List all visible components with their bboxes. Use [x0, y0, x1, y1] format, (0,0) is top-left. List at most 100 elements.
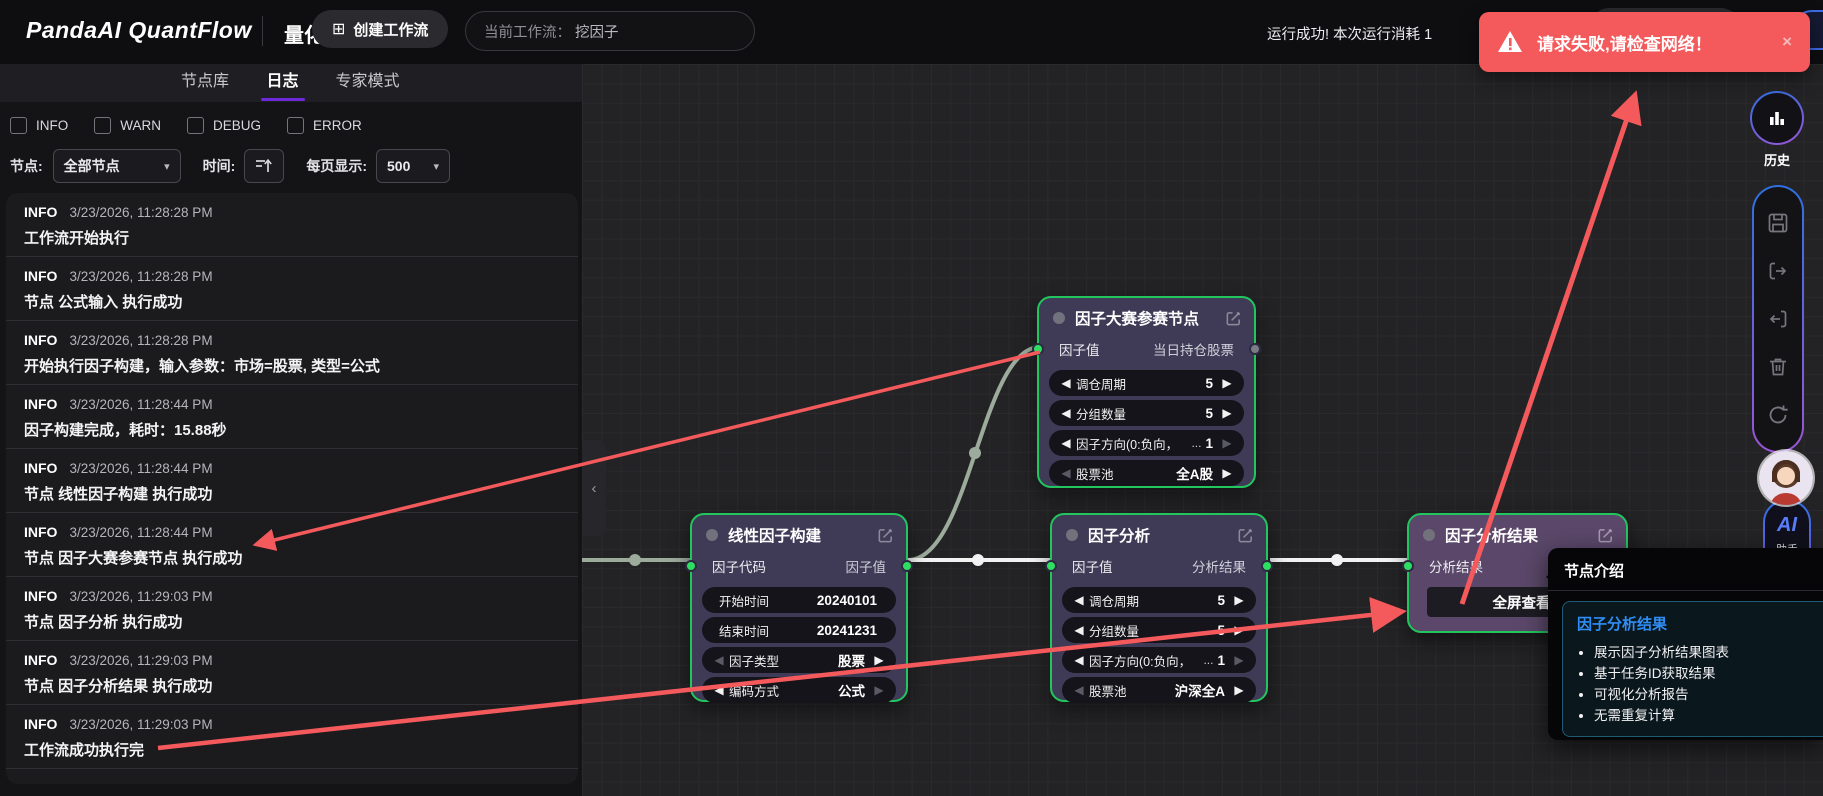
avatar[interactable] [1759, 451, 1813, 505]
import-icon[interactable] [1766, 307, 1790, 331]
time-sort-button[interactable] [244, 149, 285, 183]
tab-node-library[interactable]: 节点库 [180, 73, 229, 90]
param-rebalance-period[interactable]: ◀ 调仓周期 5 ▶ [1049, 370, 1244, 396]
param-factor-type[interactable]: ◀ 因子类型 股票 ▶ [702, 647, 896, 673]
close-icon[interactable]: × [1782, 32, 1792, 51]
param-label: 因子方向(0:负向， [1089, 654, 1192, 669]
arrow-left-icon[interactable]: ◀ [1061, 376, 1071, 390]
tab-bar: 节点库 日志 专家模式 [0, 64, 582, 102]
output-port[interactable] [901, 560, 913, 572]
param-stock-pool[interactable]: ◀ 股票池 全A股 ▶ [1049, 460, 1244, 486]
param-value: 5 [1205, 405, 1213, 421]
node-title: 线性因子构建 [728, 528, 822, 545]
current-workflow-input[interactable]: 当前工作流： 挖因子 [465, 11, 755, 51]
node-filter-label: 节点: [10, 158, 43, 174]
arrow-left-icon[interactable]: ◀ [714, 683, 724, 697]
checkbox-warn[interactable] [94, 116, 112, 134]
arrow-right-icon[interactable]: ▶ [1234, 683, 1244, 697]
edit-icon[interactable] [1237, 527, 1254, 544]
current-workflow-value: 挖因子 [575, 24, 619, 41]
delete-icon[interactable] [1766, 355, 1790, 379]
param-group-count[interactable]: ◀ 分组数量 5 ▶ [1049, 400, 1244, 426]
param-encode-mode[interactable]: ◀ 编码方式 公式 ▶ [702, 677, 896, 703]
tab-logs[interactable]: 日志 [255, 64, 310, 102]
arrow-right-icon[interactable]: ▶ [1222, 436, 1232, 450]
node-filter-select[interactable]: 全部节点 ▾ [52, 149, 181, 183]
edit-icon[interactable] [877, 527, 894, 544]
output-port[interactable] [1261, 560, 1273, 572]
output-port[interactable] [1249, 343, 1261, 355]
arrow-right-icon[interactable]: ▶ [1222, 466, 1232, 480]
filter-debug[interactable]: DEBUG [187, 116, 261, 134]
tooltip-bullet: 展示因子分析结果图表 [1594, 642, 1809, 663]
input-port[interactable] [1402, 560, 1414, 572]
export-icon[interactable] [1766, 259, 1790, 283]
arrow-left-icon[interactable]: ◀ [1074, 653, 1084, 667]
arrow-right-icon[interactable]: ▶ [1234, 623, 1244, 637]
filter-warn[interactable]: WARN [94, 116, 161, 134]
arrow-left-icon[interactable]: ◀ [1074, 623, 1084, 637]
page-size-select[interactable]: 500 ▾ [376, 149, 451, 183]
node-factor-analysis[interactable]: 因子分析 因子值 分析结果 ◀ 调仓周期 5 ▶ ◀ 分组数量 [1045, 513, 1273, 703]
arrow-left-icon[interactable]: ◀ [1061, 436, 1071, 450]
param-start-date[interactable]: 开始时间 20240101 [702, 587, 896, 613]
arrow-right-icon[interactable]: ▶ [1234, 653, 1244, 667]
param-group-count[interactable]: ◀ 分组数量 5 ▶ [1062, 617, 1256, 643]
filter-error[interactable]: ERROR [287, 116, 362, 134]
tooltip-header: 节点介绍 [1548, 548, 1823, 591]
arrow-right-icon[interactable]: ▶ [1234, 593, 1244, 607]
checkbox-info[interactable] [10, 116, 27, 134]
param-factor-direction[interactable]: ◀ 因子方向(0:负向， ... 1 ▶ [1049, 430, 1244, 456]
tooltip-bullets: 展示因子分析结果图表 基于任务ID获取结果 可视化分析报告 无需重复计算 [1594, 642, 1809, 726]
history-button[interactable] [1750, 91, 1804, 145]
arrow-right-icon[interactable]: ▶ [874, 653, 884, 667]
arrow-right-icon[interactable]: ▶ [874, 683, 884, 697]
node-factor-competition[interactable]: 因子大赛参赛节点 因子值 当日持仓股票 ◀ 调仓周期 5 ▶ ◀ [1032, 296, 1261, 488]
arrow-left-icon[interactable]: ◀ [714, 653, 724, 667]
chevron-left-icon: ‹ [591, 479, 597, 497]
input-port[interactable] [1045, 560, 1057, 572]
create-workflow-button[interactable]: ⊞ 创建工作流 [312, 10, 449, 48]
tooltip-bullet: 可视化分析报告 [1594, 684, 1809, 705]
log-level: INFO [24, 588, 58, 604]
arrow-left-icon[interactable]: ◀ [1074, 683, 1084, 697]
checkbox-error[interactable] [287, 116, 305, 134]
param-value: 股票 [838, 654, 865, 669]
tooltip-bullet: 无需重复计算 [1594, 705, 1809, 726]
param-rebalance-period[interactable]: ◀ 调仓周期 5 ▶ [1062, 587, 1256, 613]
param-label: 因子类型 [729, 654, 780, 669]
arrow-left-icon[interactable]: ◀ [1061, 406, 1071, 420]
input-port[interactable] [685, 560, 697, 572]
checkbox-debug[interactable] [187, 116, 204, 134]
save-icon[interactable] [1766, 211, 1790, 235]
checkbox-label: INFO [36, 117, 69, 133]
refresh-icon[interactable] [1766, 403, 1790, 427]
node-linear-factor-build[interactable]: 线性因子构建 因子代码 因子值 开始时间 20240101 结束时间 20241… [685, 513, 913, 703]
edit-icon[interactable] [1225, 310, 1242, 327]
bar-chart-icon [1770, 112, 1784, 125]
input-port[interactable] [1032, 343, 1044, 355]
param-end-date[interactable]: 结束时间 20241231 [702, 617, 896, 643]
param-label: 开始时间 [719, 594, 770, 609]
arrow-right-icon[interactable]: ▶ [1222, 406, 1232, 420]
tooltip-body: 因子分析结果 展示因子分析结果图表 基于任务ID获取结果 可视化分析报告 无需重… [1562, 601, 1823, 737]
param-factor-direction[interactable]: ◀ 因子方向(0:负向， ... 1 ▶ [1062, 647, 1256, 673]
arrow-left-icon[interactable]: ◀ [1074, 593, 1084, 607]
edit-icon[interactable] [1597, 527, 1614, 544]
warning-icon [1498, 31, 1522, 52]
collapse-panel-handle[interactable]: ‹ [582, 440, 606, 536]
filter-info[interactable]: INFO [10, 116, 69, 134]
app-logo: PandaAI QuantFlow [26, 17, 252, 43]
log-time: 3/23/2026, 11:28:28 PM [69, 333, 213, 348]
tab-expert-mode[interactable]: 专家模式 [335, 73, 400, 90]
page-size-label: 每页显示: [306, 158, 368, 174]
arrow-left-icon[interactable]: ◀ [1061, 466, 1071, 480]
arrow-right-icon[interactable]: ▶ [1222, 376, 1232, 390]
log-time: 3/23/2026, 11:29:03 PM [69, 717, 213, 732]
node-status-dot [1423, 529, 1435, 541]
node-title: 因子分析 [1088, 528, 1151, 545]
log-list[interactable]: INFO 3/23/2026, 11:28:28 PM 工作流开始执行 INFO 3… [6, 193, 578, 784]
divider [262, 16, 263, 46]
param-stock-pool[interactable]: ◀ 股票池 沪深全A ▶ [1062, 677, 1256, 703]
log-entry: INFO 3/23/2026, 11:28:28 PM 开始执行因子构建，输入参数… [6, 321, 578, 385]
